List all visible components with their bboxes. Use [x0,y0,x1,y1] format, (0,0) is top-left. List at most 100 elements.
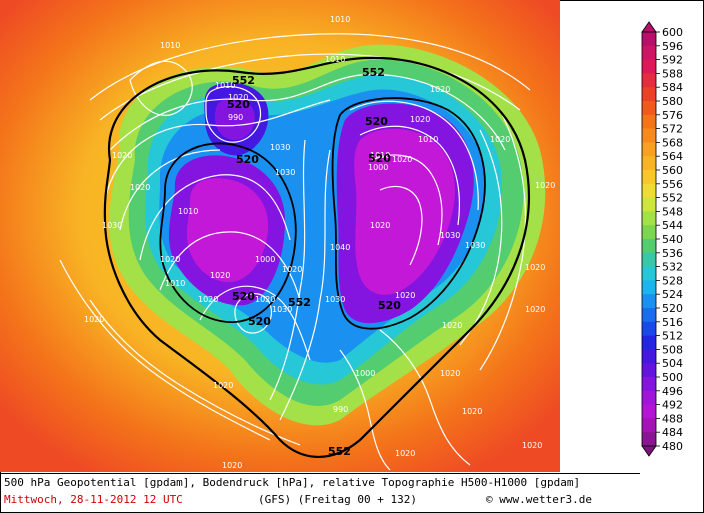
isobar-label: 1020 [210,271,230,280]
isobar-label: 1020 [130,183,150,192]
scale-swatch [642,32,656,47]
scale-label: 480 [662,440,683,453]
height-label: 520 [378,299,401,312]
scale-swatch [642,418,656,433]
scale-swatch [642,59,656,74]
isobar-label: 1030 [102,221,122,230]
isobar-label: 1020 [395,291,415,300]
isobar-label: 990 [333,405,348,414]
height-label: 520 [232,290,255,303]
isobar-label: 1010 [165,279,185,288]
isobar-label: 990 [228,113,243,122]
scale-swatch [642,239,656,254]
chart-description: 500 hPa Geopotential [gpdam], Bodendruck… [4,476,581,489]
scale-label: 600 [662,26,683,39]
scale-swatch [642,363,656,378]
copyright-link[interactable]: © www.wetter3.de [486,493,592,506]
valid-date: Mittwoch, 28-11-2012 12 UTC [4,493,183,506]
scale-label: 488 [662,412,683,425]
scale-swatch [642,197,656,212]
isobar-label: 1010 [325,55,345,64]
isobar-label: 1030 [465,241,485,250]
height-label: 520 [227,98,250,111]
isobar-label: 1020 [84,315,104,324]
scale-label: 544 [662,219,683,232]
height-label: 520 [365,115,388,128]
isobar-label: 1010 [370,151,390,160]
scale-swatch [642,266,656,281]
scale-swatch [642,280,656,295]
scale-label: 540 [662,233,683,246]
scale-label: 484 [662,426,683,439]
scale-label: 592 [662,54,683,67]
height-label: 520 [368,152,391,165]
scale-label: 512 [662,330,683,343]
scale-label: 576 [662,109,683,122]
scale-label: 496 [662,385,683,398]
isobar-label: 1020 [395,449,415,458]
info-line-2: Mittwoch, 28-11-2012 12 UTC (GFS) (Freit… [4,493,634,506]
scale-swatch [642,377,656,392]
model-run: (GFS) (Freitag 00 + 132) [258,493,417,506]
scale-arrow-up [641,21,657,33]
scale-label: 580 [662,95,683,108]
scale-label: 556 [662,178,683,191]
scale-label: 536 [662,247,683,260]
height-label: 552 [328,445,351,458]
height-label: 552 [288,296,311,309]
isobar-label: 1010 [418,135,438,144]
scale-label: 560 [662,164,683,177]
scale-label: 588 [662,67,683,80]
scale-swatch [642,45,656,61]
scale-label: 548 [662,205,683,218]
scale-swatch [642,73,656,88]
scale-label: 528 [662,274,683,287]
scale-label: 504 [662,357,683,370]
scale-arrow-down [641,445,657,457]
isobar-label: 1020 [442,321,462,330]
scale-swatch [642,432,656,447]
isobar-label: 1020 [522,441,542,450]
isobar-label: 1020 [410,115,430,124]
isobar-label: 1020 [430,85,450,94]
isobar-label: 1020 [222,461,242,470]
contour-520-east [331,97,486,330]
scale-label: 552 [662,192,683,205]
isobar-label: 1010 [178,207,198,216]
height-label: 552 [362,66,385,79]
scale-swatch [642,170,656,185]
weather-map: 1010 1010 1010 1010 1020 1020 1020 1020 … [0,0,560,472]
isobar-label: 1010 [215,81,235,90]
scale-swatch [642,87,656,102]
scale-swatch [642,252,656,268]
isobars [59,33,531,471]
isobar-label: 1020 [440,369,460,378]
isobar-label: 1020 [213,381,233,390]
isobar-label: 1000 [355,369,375,378]
isobar-label: 1000 [255,255,275,264]
scale-swatch [642,114,656,130]
scale-label: 492 [662,399,683,412]
scale-label: 564 [662,150,683,163]
scale-label: 568 [662,136,683,149]
scale-label: 508 [662,343,683,356]
scale-swatch [642,142,656,157]
isobar-label: 1020 [370,221,390,230]
isobar-label: 1020 [112,151,132,160]
scale-swatch [642,294,656,309]
isobar-label: 1020 [490,135,510,144]
info-panel: 500 hPa Geopotential [gpdam], Bodendruck… [0,473,640,512]
scale-swatch [642,404,656,419]
scale-swatch [642,183,656,199]
isobar-label: 1020 [535,181,555,190]
scale-swatch [642,101,656,116]
scale-label: 584 [662,81,683,94]
contour-552 [103,56,530,458]
color-scale: 6005965925885845805765725685645605565525… [641,21,683,457]
isobar-label: 1020 [525,305,545,314]
isobar-label: 1010 [160,41,180,50]
height-label: 520 [236,153,259,166]
isobar-labels: 1010 1010 1010 1010 1020 1020 1020 1020 … [84,15,555,470]
isobar-label: 1020 [392,155,412,164]
isobar-label: 1030 [270,143,290,152]
